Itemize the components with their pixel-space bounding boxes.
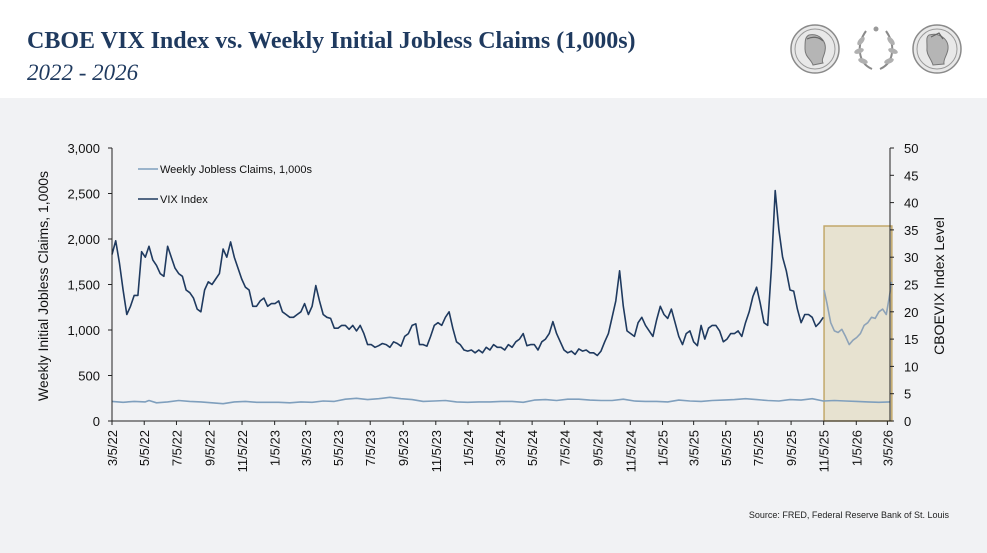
x-tick-label: 3/5/22 xyxy=(105,430,120,466)
chart-plot: 0 500 1,000 1,500 2,000 2,500 3,000 0 5 10 15 20 25 3… xyxy=(35,141,947,472)
x-tick-label: 3/5/23 xyxy=(299,430,314,466)
x-tick-label: 11/5/24 xyxy=(623,430,638,472)
x-tick-label: 9/5/24 xyxy=(590,430,605,466)
chart-subtitle: 2022 - 2026 xyxy=(27,60,139,85)
coin-profile-icon xyxy=(790,24,840,74)
x-tick-label: 11/5/25 xyxy=(817,430,832,472)
y-left-tick-label: 2,000 xyxy=(67,232,100,247)
x-tick-label: 3/5/24 xyxy=(493,430,508,466)
y-right-tick-label: 20 xyxy=(904,305,918,320)
x-tick-label: 5/5/22 xyxy=(137,430,152,466)
x-tick-label: 11/5/23 xyxy=(429,430,444,472)
y-right-tick-label: 10 xyxy=(904,359,918,374)
x-tick-label: 5/5/23 xyxy=(331,430,346,466)
legend-claims-label: Weekly Jobless Claims, 1,000s xyxy=(160,164,313,176)
x-tick-label: 1/5/24 xyxy=(461,430,476,466)
y-left-tick-label: 1,500 xyxy=(67,278,100,293)
y-right-tick-label: 35 xyxy=(904,223,918,238)
y-right-tick-label: 5 xyxy=(904,387,911,402)
x-tick-label: 11/5/22 xyxy=(235,430,250,472)
vix-line xyxy=(111,189,824,357)
y-left-tick-label: 2,500 xyxy=(67,187,100,202)
x-tick-label: 9/5/22 xyxy=(202,430,217,466)
highlight-box xyxy=(823,225,893,422)
y-right-tick-label: 50 xyxy=(904,141,918,156)
y-right-tick-label: 0 xyxy=(904,414,911,429)
legend-vix-label: VIX Index xyxy=(160,194,208,206)
source-note: Source: FRED, Federal Reserve Bank of St… xyxy=(748,510,949,520)
coin-profile-icon xyxy=(912,24,962,74)
x-tick-label: 7/5/22 xyxy=(169,430,184,466)
y-right-tick-label: 45 xyxy=(904,168,918,183)
y-left-tick-label: 0 xyxy=(93,414,100,429)
y-axis-right-label: CBOEVIX Index Level xyxy=(931,217,947,355)
x-tick-label: 1/5/26 xyxy=(849,430,864,466)
x-tick-label: 9/5/25 xyxy=(784,430,799,466)
x-tick-label: 5/5/24 xyxy=(525,430,540,466)
x-tick-label: 7/5/23 xyxy=(363,430,378,466)
chart-title: CBOE VIX Index vs. Weekly Initial Jobles… xyxy=(27,28,636,54)
y-right-tick-label: 25 xyxy=(904,278,918,293)
y-right-tick-label: 15 xyxy=(904,332,918,347)
x-tick-label: 3/5/25 xyxy=(687,430,702,466)
y-left-tick-label: 1,000 xyxy=(67,323,100,338)
vix-line-highlighted xyxy=(823,281,893,346)
laurel-wreath-icon xyxy=(854,26,898,70)
x-tick-label: 5/5/25 xyxy=(719,430,734,466)
header: CBOE VIX Index vs. Weekly Initial Jobles… xyxy=(0,0,987,98)
x-tick-label: 1/5/25 xyxy=(656,430,671,466)
y-axis-left-label: Weekly Initial Jobless Claims, 1,000s xyxy=(35,171,51,401)
x-tick-label: 7/5/25 xyxy=(751,430,766,466)
claims-line xyxy=(111,396,891,405)
x-tick-label: 7/5/24 xyxy=(557,430,572,466)
logo-group xyxy=(790,24,962,74)
chart-panel xyxy=(0,98,987,553)
x-tick-label: 9/5/23 xyxy=(396,430,411,466)
x-tick-label: 1/5/23 xyxy=(268,430,283,466)
y-left-tick-label: 3,000 xyxy=(67,141,100,156)
y-right-tick-label: 30 xyxy=(904,250,918,265)
y-left-tick-label: 500 xyxy=(78,369,100,384)
y-right-tick-label: 40 xyxy=(904,196,918,211)
x-tick-label: 3/5/26 xyxy=(880,430,895,466)
